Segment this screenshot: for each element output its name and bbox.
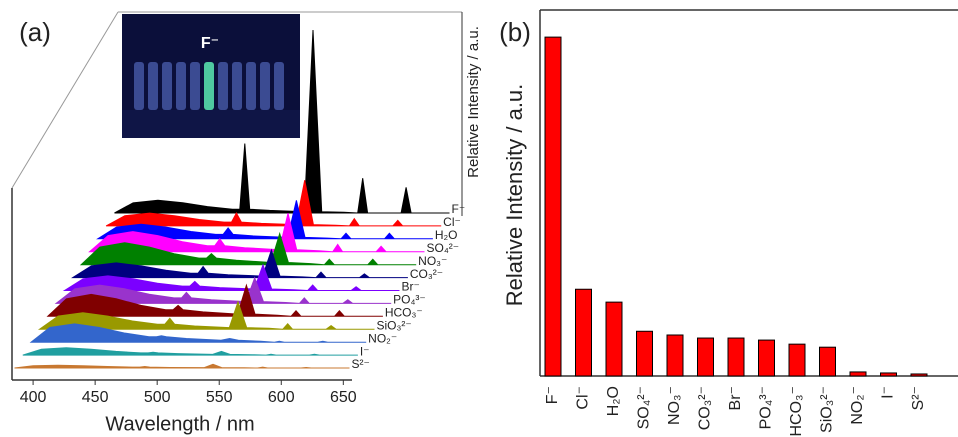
spectrum (37, 300, 375, 330)
x-tick-label: NO₃⁻ (666, 386, 683, 425)
series-label: PO₄³⁻ (393, 293, 426, 307)
x-tick-label: SO₄²⁻ (636, 386, 653, 429)
panel-label: (b) (499, 17, 531, 47)
bar (666, 334, 684, 377)
x-tick-label: I⁻ (880, 386, 897, 399)
series-label: I⁻ (360, 344, 370, 358)
spectrum (71, 248, 408, 279)
x-tick-label: CO₃²⁻ (697, 386, 714, 430)
series-label: SiO₃²⁻ (377, 318, 412, 332)
x-tick-label: 450 (82, 389, 109, 406)
spectrum (88, 213, 425, 253)
inset-photo (122, 14, 300, 138)
series-label: H₂O (435, 228, 458, 242)
bar (575, 288, 592, 377)
bar (727, 337, 745, 377)
x-tick-label: 500 (144, 389, 171, 406)
bar (544, 36, 562, 377)
spectrum (79, 231, 417, 266)
x-tick-label: HCO₃⁻ (788, 386, 805, 437)
x-tick-label: 600 (268, 389, 295, 406)
spectrum (54, 276, 392, 304)
x-tick-label: H₂O (605, 386, 622, 416)
x-tick-label: NO₂⁻ (849, 386, 866, 425)
spectrum (105, 180, 442, 227)
x-tick-label: S²⁻ (910, 386, 927, 410)
y-axis-label: Relative Intensity / a.u. (465, 26, 482, 178)
series-label: HCO₃⁻ (385, 306, 423, 320)
bar (788, 343, 806, 377)
x-tick-label: Br⁻ (727, 386, 744, 410)
bar (819, 346, 836, 377)
bar (880, 372, 897, 377)
x-tick-label: 650 (330, 389, 357, 406)
series-label: NO₃⁻ (418, 254, 447, 268)
inset-label: F⁻ (201, 35, 219, 52)
series-label: F⁻ (452, 202, 466, 216)
bar (636, 330, 653, 377)
spectrum (46, 283, 383, 317)
bar (849, 371, 867, 377)
x-tick-label: 400 (20, 389, 47, 406)
series-label: S²⁻ (352, 357, 370, 371)
bar (758, 339, 775, 377)
spectrum (29, 323, 367, 343)
spectrum (62, 263, 400, 292)
bar (697, 337, 714, 377)
series-label: Cl⁻ (443, 215, 461, 229)
x-tick-label: 550 (206, 389, 233, 406)
x-tick-label: SiO₃²⁻ (819, 386, 836, 433)
bar (910, 373, 928, 377)
x-tick-label: F⁻ (544, 386, 561, 404)
panel-label: (a) (19, 17, 51, 47)
spectrum (22, 347, 358, 356)
y-axis-label: Relative Intensity / a.u. (502, 84, 527, 307)
x-tick-label: PO₄³⁻ (758, 386, 775, 429)
spectrum (114, 29, 450, 214)
bar (605, 301, 623, 377)
box-edge (11, 11, 119, 189)
series-label: SO₄²⁻ (427, 241, 460, 255)
x-axis-label: Wavelength / nm (105, 413, 254, 435)
series-label: Br⁻ (402, 280, 420, 294)
spectrum (14, 363, 350, 369)
x-tick-label: Cl⁻ (575, 386, 592, 410)
series-label: NO₂⁻ (368, 331, 397, 345)
series-label: CO₃²⁻ (410, 267, 443, 281)
